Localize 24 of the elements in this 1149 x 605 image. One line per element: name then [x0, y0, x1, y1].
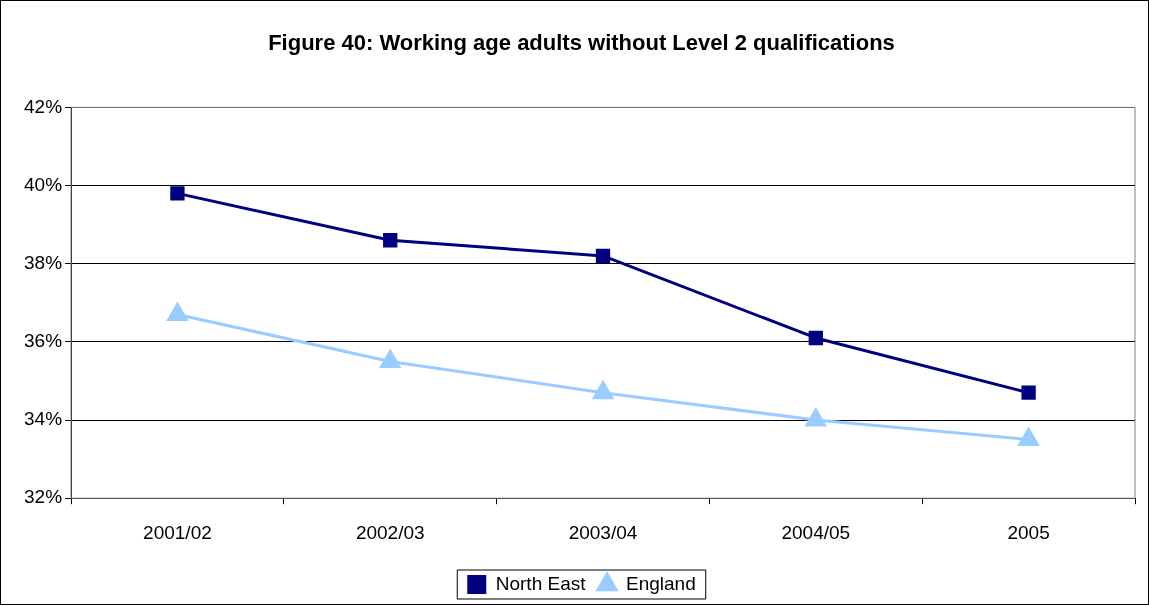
- y-tick-label: 38%: [24, 251, 63, 273]
- x-tick-label: 2002/03: [355, 521, 425, 543]
- x-tick-label: 2003/04: [568, 521, 638, 543]
- point: [170, 186, 185, 201]
- chart-title: Figure 40: Working age adults without Level 2 qualifications: [268, 30, 895, 56]
- x-tick-label: 2004/05: [781, 521, 851, 543]
- y-tick-label: 36%: [24, 330, 63, 352]
- legend-label: England: [626, 572, 696, 594]
- point: [805, 408, 826, 427]
- x-tick-label: 2005: [1007, 521, 1050, 543]
- y-tick-label: 42%: [24, 95, 63, 117]
- legend-label: North East: [495, 572, 587, 594]
- y-tick-label: 32%: [24, 486, 63, 508]
- y-tick-label: 34%: [24, 408, 63, 430]
- point: [1021, 385, 1036, 400]
- point: [380, 349, 401, 368]
- point: [1018, 428, 1039, 447]
- point: [592, 381, 614, 400]
- point: [595, 248, 611, 264]
- point: [808, 330, 823, 346]
- point: [167, 303, 188, 322]
- x-tick-label: 2001/02: [143, 521, 212, 543]
- point: [383, 233, 398, 248]
- y-tick-label: 40%: [24, 173, 63, 195]
